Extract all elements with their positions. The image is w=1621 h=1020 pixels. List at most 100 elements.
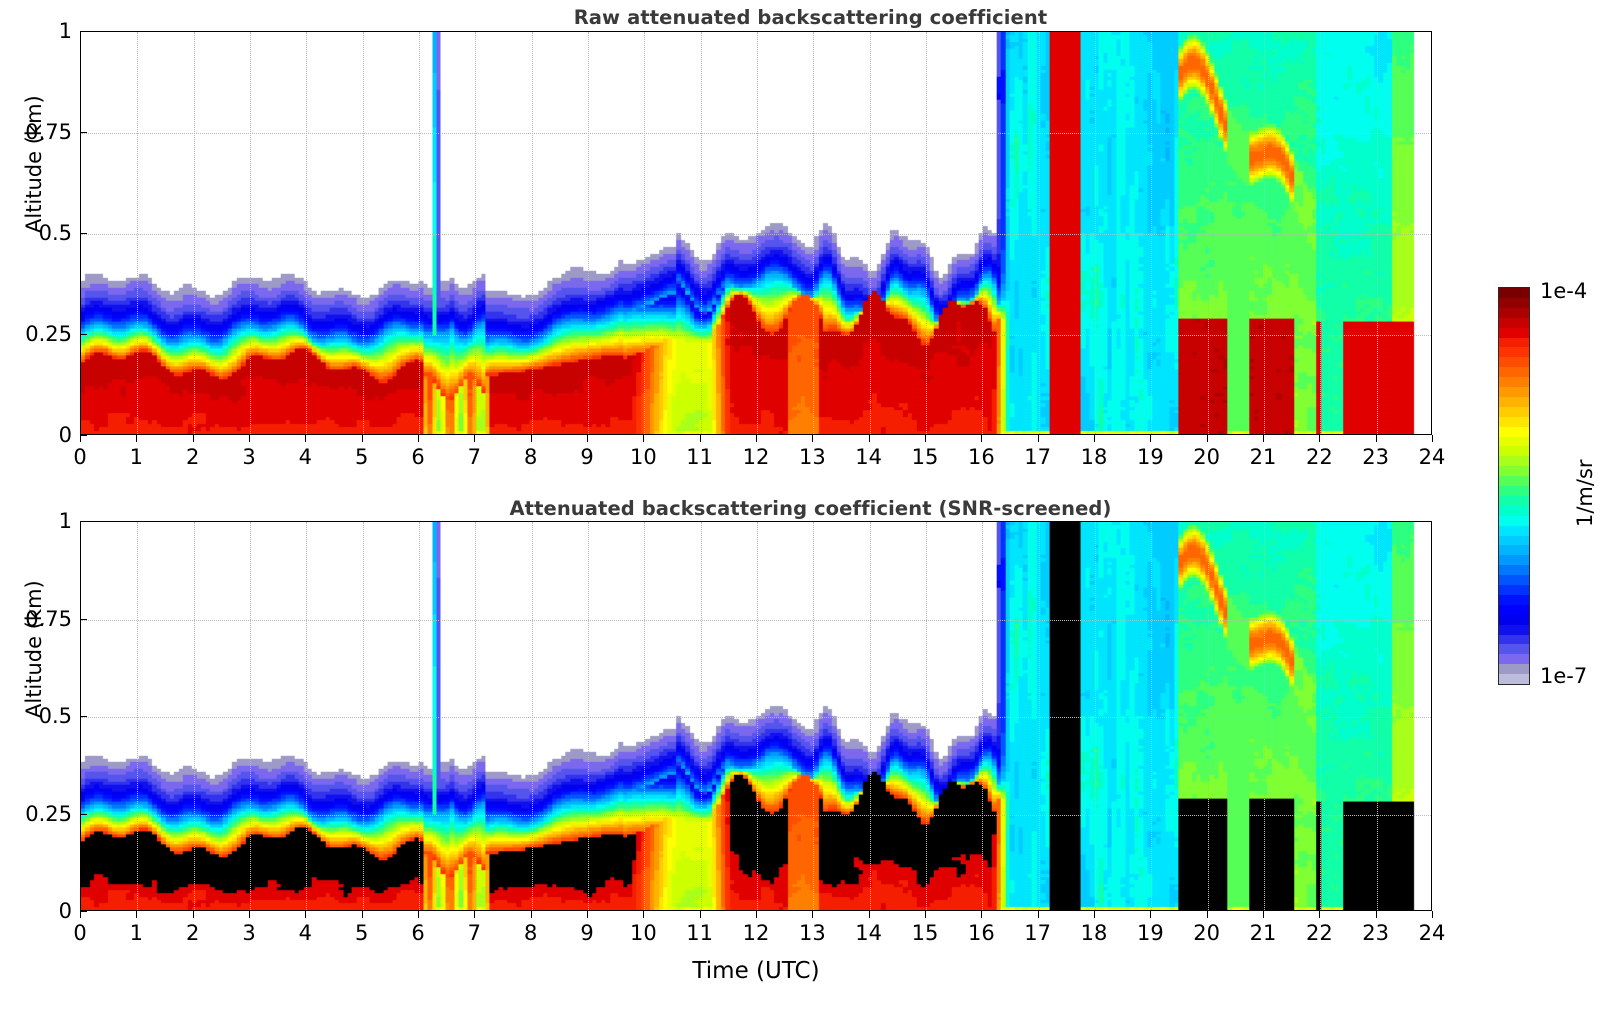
- x-tick-label: 6: [411, 921, 425, 945]
- x-tick: [474, 435, 476, 442]
- colorbar: [1498, 287, 1530, 685]
- x-tick: [1432, 911, 1433, 918]
- panel-screened-y-axis-label: Altitude (km): [22, 580, 46, 718]
- x-tick-label: 3: [242, 445, 256, 469]
- x-tick-label: 9: [580, 921, 594, 945]
- x-tick-label: 13: [798, 445, 826, 469]
- colorbar-segment: [1499, 603, 1529, 615]
- x-tick-label: 13: [798, 921, 826, 945]
- y-tick: [80, 132, 87, 133]
- x-tick: [587, 435, 588, 442]
- x-tick: [643, 911, 645, 918]
- colorbar-segment: [1499, 564, 1529, 576]
- x-tick: [699, 435, 701, 442]
- x-tick: [361, 435, 363, 442]
- x-tick: [530, 435, 532, 442]
- x-tick-label: 0: [73, 921, 87, 945]
- x-tick-label: 11: [686, 445, 714, 469]
- x-tick: [1094, 435, 1095, 442]
- y-tick: [80, 618, 87, 620]
- colorbar-segment: [1499, 376, 1529, 387]
- x-tick: [1319, 911, 1321, 918]
- x-tick-label: 15: [911, 921, 939, 945]
- panel-screened-plot-area[interactable]: [80, 521, 1432, 911]
- panel-screened-heatmap: [81, 522, 1431, 910]
- colorbar-segment: [1499, 415, 1529, 427]
- x-tick-label: 7: [467, 921, 482, 945]
- colorbar-segment: [1499, 663, 1529, 675]
- x-tick: [1432, 435, 1433, 442]
- x-tick-label: 3: [242, 921, 256, 945]
- y-tick: [80, 31, 87, 32]
- x-tick: [1037, 435, 1039, 442]
- x-tick-label: 6: [411, 445, 425, 469]
- colorbar-segment: [1499, 475, 1529, 486]
- panel-screened-title: Attenuated backscattering coefficient (S…: [509, 497, 1112, 520]
- colorbar-segment: [1499, 544, 1529, 556]
- colorbar-segment: [1499, 593, 1529, 605]
- x-tick-label: 16: [967, 921, 995, 945]
- colorbar-segment: [1499, 524, 1529, 536]
- x-tick-label: 23: [1362, 445, 1390, 469]
- colorbar-segment: [1499, 504, 1529, 516]
- x-tick-label: 20: [1193, 445, 1221, 469]
- colorbar-segment: [1499, 514, 1529, 526]
- colorbar-segment: [1499, 445, 1529, 457]
- panel-raw: Raw attenuated backscattering coefficien…: [0, 0, 1621, 492]
- y-tick-label: 1: [58, 19, 72, 43]
- x-tick: [136, 435, 138, 442]
- y-tick-label: 0: [58, 423, 72, 447]
- x-tick-label: 23: [1362, 921, 1390, 945]
- panel-raw-plot-area[interactable]: [80, 31, 1432, 435]
- x-tick: [249, 911, 250, 918]
- x-tick-label: 21: [1249, 445, 1277, 469]
- x-tick-label: 4: [298, 921, 313, 945]
- colorbar-gradient: [1498, 287, 1530, 685]
- x-tick-label: 7: [467, 445, 482, 469]
- y-tick-label: 0.5: [38, 704, 72, 728]
- x-tick: [1037, 911, 1039, 918]
- x-axis-label: Time (UTC): [692, 958, 820, 984]
- x-tick: [136, 911, 138, 918]
- colorbar-segment: [1499, 326, 1529, 338]
- y-tick-label: 0.75: [25, 606, 72, 631]
- x-tick: [1206, 911, 1208, 918]
- colorbar-segment: [1499, 554, 1529, 566]
- x-tick: [1375, 435, 1377, 442]
- y-tick-label: 0: [58, 899, 72, 923]
- colorbar-segment: [1499, 465, 1529, 477]
- colorbar-segment: [1499, 485, 1529, 496]
- x-tick: [981, 435, 983, 442]
- colorbar-segment: [1499, 306, 1529, 318]
- x-tick: [80, 435, 81, 442]
- x-tick-label: 8: [523, 445, 538, 469]
- colorbar-segment: [1499, 405, 1529, 417]
- x-tick-label: 2: [185, 445, 200, 469]
- colorbar-min-label: 1e-7: [1540, 664, 1588, 688]
- colorbar-segment: [1499, 366, 1529, 378]
- x-tick-label: 24: [1418, 445, 1446, 469]
- y-tick: [80, 716, 87, 717]
- colorbar-segment: [1499, 395, 1529, 407]
- y-tick: [80, 521, 87, 522]
- x-tick-label: 16: [967, 445, 995, 469]
- x-tick: [812, 435, 814, 442]
- colorbar-segment: [1499, 386, 1529, 397]
- colorbar-segment: [1499, 435, 1529, 447]
- panel-raw-title: Raw attenuated backscattering coefficien…: [573, 6, 1048, 29]
- x-tick-label: 5: [354, 921, 369, 945]
- x-tick-label: 4: [298, 445, 313, 469]
- x-tick-label: 22: [1305, 921, 1333, 945]
- x-tick-label: 8: [523, 921, 538, 945]
- colorbar-segment: [1499, 633, 1529, 645]
- x-tick-label: 1: [129, 921, 144, 945]
- x-tick: [925, 435, 926, 442]
- colorbar-segment: [1499, 336, 1529, 348]
- x-tick-label: 21: [1249, 921, 1277, 945]
- y-tick: [80, 334, 87, 335]
- x-tick: [249, 435, 250, 442]
- x-tick: [812, 911, 814, 918]
- x-tick: [1319, 435, 1321, 442]
- x-tick-label: 18: [1080, 445, 1108, 469]
